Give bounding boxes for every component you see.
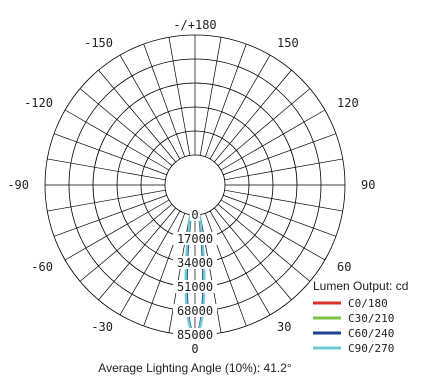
grid-spoke (220, 109, 326, 171)
radial-label-bg (173, 328, 217, 341)
grid-spoke (223, 133, 337, 176)
radial-tick-label: 85000 (177, 328, 213, 342)
grid-spoke (224, 189, 343, 212)
radial-label-bg (173, 304, 217, 317)
angle-label: -90 (7, 178, 29, 192)
angle-label: -150 (84, 36, 113, 50)
radial-tick-labels: 0 17000 34000 51000 68000 85000 (173, 208, 217, 342)
radial-label-bg (173, 280, 217, 293)
legend-label: C0/180 (348, 297, 388, 310)
grid-spoke (79, 204, 173, 282)
radial-label-bg (190, 208, 200, 221)
grid-spoke (119, 210, 181, 316)
grid-spoke (47, 158, 166, 181)
grid-spoke (223, 194, 337, 237)
grid-spoke (214, 69, 292, 163)
angle-label: -/+180 (173, 18, 216, 32)
grid-spoke (224, 158, 343, 181)
grid-spoke (168, 37, 191, 156)
angle-label: 30 (277, 320, 291, 334)
grid-spoke (64, 109, 170, 171)
angle-label: 90 (361, 178, 375, 192)
legend-title: Lumen Output: cd (313, 279, 408, 293)
grid-spoke (217, 204, 311, 282)
radial-tick-label: 17000 (177, 232, 213, 246)
grid-spoke (119, 54, 181, 160)
radial-tick-label: 34000 (177, 256, 213, 270)
radial-tick-label: 68000 (177, 304, 213, 318)
angle-label: 150 (277, 36, 299, 50)
chart-caption: Average Lighting Angle (10%): 41.2° (98, 361, 292, 375)
grid-spoke (214, 207, 292, 301)
grid-spoke (209, 54, 271, 160)
grid-spoke (143, 213, 186, 327)
legend-label: C60/240 (348, 327, 394, 340)
radial-tick-label: 51000 (177, 280, 213, 294)
grid-spoke (47, 189, 166, 212)
legend: Lumen Output: cd C0/180 C30/210 C60/240 C90… (313, 279, 408, 355)
grid-spoke (98, 207, 176, 301)
legend-label: C90/270 (348, 342, 394, 355)
grid-spoke (53, 133, 167, 176)
angle-label: -120 (24, 96, 53, 110)
angle-labels: -/+180 150 -150 120 -120 90 -90 60 -60 30 -30 0 (7, 18, 375, 356)
grid-spoke (53, 194, 167, 237)
angle-label: 60 (337, 260, 351, 274)
grid-spoke (217, 88, 311, 166)
radial-label-bg (173, 256, 217, 269)
grid-spoke (204, 213, 247, 327)
angle-label: 0 (191, 342, 198, 356)
grid-spoke (209, 210, 271, 316)
grid-spoke (220, 199, 326, 261)
angle-label: -60 (31, 260, 53, 274)
radial-label-bg (173, 232, 217, 245)
angle-label: 120 (337, 96, 359, 110)
grid-spoke (143, 43, 186, 157)
grid-spoke (98, 69, 176, 163)
legend-label: C30/210 (348, 312, 394, 325)
angle-label: -30 (91, 320, 113, 334)
grid-spoke (64, 199, 170, 261)
grid-ring (164, 154, 226, 216)
grid-spoke (204, 43, 247, 157)
radial-tick-label: 0 (191, 208, 198, 222)
grid-spoke (79, 88, 173, 166)
grid-spoke (199, 37, 222, 156)
